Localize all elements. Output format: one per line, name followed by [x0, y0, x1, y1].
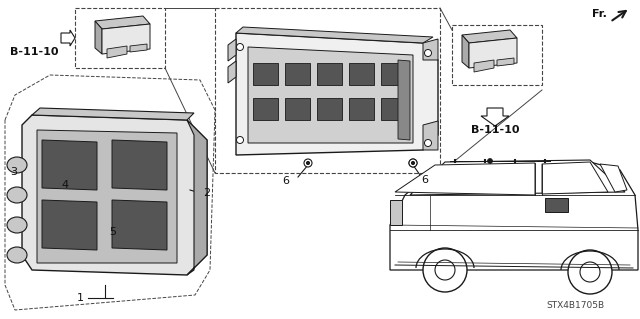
Text: B-11-10: B-11-10: [10, 47, 58, 57]
Polygon shape: [462, 30, 517, 43]
Polygon shape: [236, 33, 438, 155]
Bar: [75, 8, 165, 68]
Circle shape: [435, 260, 455, 280]
Polygon shape: [545, 198, 568, 212]
Polygon shape: [285, 63, 310, 85]
Polygon shape: [42, 140, 97, 190]
Circle shape: [307, 161, 310, 165]
Polygon shape: [317, 63, 342, 85]
Text: STX4B1705B: STX4B1705B: [546, 300, 604, 309]
Text: 2: 2: [204, 188, 211, 198]
Polygon shape: [542, 162, 608, 194]
Circle shape: [580, 262, 600, 282]
Polygon shape: [95, 16, 150, 29]
Polygon shape: [285, 98, 310, 120]
Ellipse shape: [7, 187, 27, 203]
Polygon shape: [95, 21, 102, 54]
Text: 4: 4: [61, 180, 68, 190]
Text: B-11-10: B-11-10: [471, 125, 519, 135]
Polygon shape: [37, 130, 177, 263]
Text: 5: 5: [109, 227, 116, 237]
Polygon shape: [600, 164, 627, 192]
Text: 6: 6: [422, 175, 429, 185]
Polygon shape: [423, 39, 438, 60]
Polygon shape: [107, 46, 127, 58]
Polygon shape: [102, 24, 150, 54]
Polygon shape: [410, 160, 625, 195]
Polygon shape: [253, 98, 278, 120]
Circle shape: [304, 159, 312, 167]
Polygon shape: [497, 58, 514, 66]
Polygon shape: [474, 60, 494, 72]
Polygon shape: [317, 98, 342, 120]
Circle shape: [237, 43, 243, 50]
Polygon shape: [381, 63, 406, 85]
Polygon shape: [469, 38, 517, 68]
Text: 1: 1: [77, 293, 83, 303]
Circle shape: [488, 159, 493, 164]
Polygon shape: [42, 200, 97, 250]
Circle shape: [409, 159, 417, 167]
Circle shape: [412, 161, 415, 165]
Bar: [215, 8, 440, 173]
Ellipse shape: [7, 247, 27, 263]
Polygon shape: [236, 27, 433, 43]
Polygon shape: [112, 140, 167, 190]
Polygon shape: [390, 200, 402, 225]
Ellipse shape: [7, 157, 27, 173]
Polygon shape: [423, 121, 438, 150]
Polygon shape: [187, 120, 207, 275]
Polygon shape: [112, 200, 167, 250]
Circle shape: [424, 49, 431, 56]
Polygon shape: [130, 44, 147, 52]
Polygon shape: [349, 98, 374, 120]
Text: Fr.: Fr.: [592, 9, 607, 19]
Polygon shape: [61, 30, 75, 46]
Polygon shape: [228, 61, 236, 83]
Ellipse shape: [7, 217, 27, 233]
Polygon shape: [32, 108, 194, 120]
Circle shape: [409, 159, 417, 167]
Polygon shape: [22, 115, 207, 275]
Text: 6: 6: [282, 176, 289, 186]
Polygon shape: [481, 108, 509, 126]
Polygon shape: [253, 63, 278, 85]
Circle shape: [568, 250, 612, 294]
Polygon shape: [381, 98, 406, 120]
Text: 3: 3: [10, 167, 17, 177]
Circle shape: [424, 139, 431, 146]
Polygon shape: [349, 63, 374, 85]
Polygon shape: [390, 162, 638, 270]
Polygon shape: [248, 47, 413, 143]
Bar: [452, 25, 542, 85]
Circle shape: [237, 137, 243, 144]
Circle shape: [423, 248, 467, 292]
Polygon shape: [398, 60, 410, 140]
Circle shape: [412, 161, 415, 165]
Polygon shape: [228, 39, 236, 61]
Polygon shape: [462, 35, 469, 68]
Polygon shape: [395, 163, 535, 195]
